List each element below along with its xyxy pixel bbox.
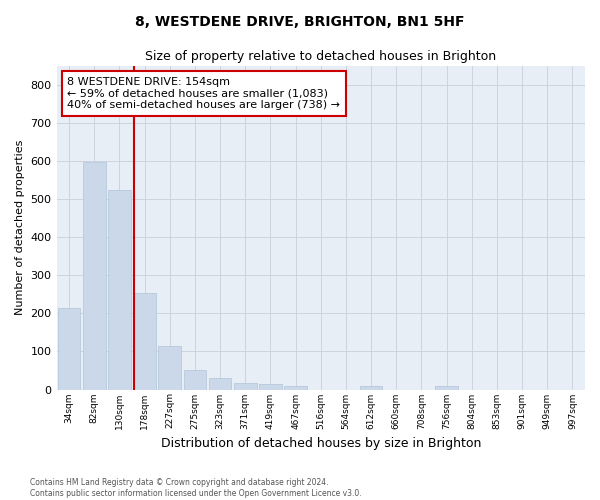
Title: Size of property relative to detached houses in Brighton: Size of property relative to detached ho…	[145, 50, 496, 63]
Text: Contains HM Land Registry data © Crown copyright and database right 2024.
Contai: Contains HM Land Registry data © Crown c…	[30, 478, 362, 498]
Bar	[108, 190, 131, 390]
Bar	[58, 308, 80, 390]
Bar	[158, 346, 181, 390]
Bar	[234, 382, 257, 390]
Bar	[209, 378, 232, 390]
Bar	[284, 386, 307, 390]
Text: 8, WESTDENE DRIVE, BRIGHTON, BN1 5HF: 8, WESTDENE DRIVE, BRIGHTON, BN1 5HF	[135, 15, 465, 29]
X-axis label: Distribution of detached houses by size in Brighton: Distribution of detached houses by size …	[161, 437, 481, 450]
Bar	[184, 370, 206, 390]
Bar	[83, 162, 106, 390]
Bar	[133, 293, 156, 390]
Text: 8 WESTDENE DRIVE: 154sqm
← 59% of detached houses are smaller (1,083)
40% of sem: 8 WESTDENE DRIVE: 154sqm ← 59% of detach…	[67, 77, 340, 110]
Bar	[360, 386, 382, 390]
Y-axis label: Number of detached properties: Number of detached properties	[15, 140, 25, 315]
Bar	[259, 384, 282, 390]
Bar	[435, 386, 458, 390]
